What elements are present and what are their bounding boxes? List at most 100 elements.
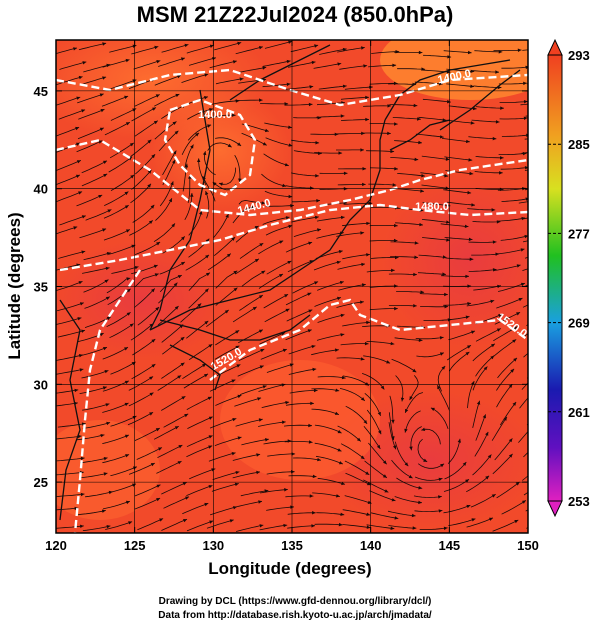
- streamline-arrowhead: [356, 437, 361, 442]
- streamline-arrowhead: [361, 283, 366, 287]
- streamline: [82, 422, 111, 429]
- streamline-arrowhead: [259, 243, 264, 247]
- streamline: [136, 447, 163, 460]
- streamline-arrowhead: [391, 498, 396, 502]
- streamline-arrowhead: [311, 524, 315, 528]
- streamline: [182, 502, 209, 515]
- streamline-arrowhead: [261, 201, 266, 205]
- streamline: [336, 357, 365, 360]
- streamline-arrowhead: [516, 264, 521, 268]
- streamline-arrowhead: [542, 404, 546, 408]
- streamline: [474, 50, 503, 53]
- streamline-arrowhead: [335, 348, 339, 352]
- streamline-arrowhead: [125, 229, 130, 233]
- streamline: [522, 49, 528, 51]
- streamline: [318, 85, 347, 90]
- streamline: [56, 493, 85, 497]
- streamline: [240, 490, 269, 497]
- streamline: [441, 138, 470, 143]
- streamline: [131, 264, 158, 275]
- streamline-arrowhead: [336, 494, 340, 498]
- streamline: [132, 204, 155, 223]
- streamline-arrowhead: [156, 60, 161, 64]
- streamline: [496, 368, 515, 391]
- streamline-arrowhead: [338, 250, 343, 254]
- streamline-arrowhead: [180, 57, 185, 61]
- streamline-arrowhead: [284, 163, 289, 167]
- streamline: [133, 60, 161, 70]
- streamline-arrowhead: [467, 345, 471, 349]
- streamline-arrowhead: [264, 128, 269, 133]
- streamline: [188, 57, 217, 66]
- streamline-arrowhead: [317, 228, 321, 232]
- streamline: [129, 139, 152, 158]
- y-tick-label: 25: [34, 475, 48, 490]
- streamline: [317, 376, 346, 379]
- streamline-arrowhead: [430, 407, 435, 411]
- streamline: [447, 201, 476, 206]
- streamline-arrowhead: [438, 509, 443, 513]
- streamline-arrowhead: [539, 437, 543, 441]
- streamline: [471, 253, 500, 256]
- streamline: [366, 524, 395, 530]
- streamline: [423, 54, 452, 58]
- streamline-arrowhead: [259, 46, 263, 50]
- streamline: [498, 82, 527, 85]
- streamline: [158, 130, 179, 152]
- streamline: [466, 517, 494, 528]
- streamline-arrowhead: [400, 397, 405, 402]
- streamline: [204, 151, 216, 176]
- streamline-arrowhead: [544, 359, 548, 363]
- streamline-arrowhead: [260, 349, 265, 353]
- streamline-arrowhead: [103, 457, 108, 461]
- streamline: [441, 316, 470, 321]
- streamline: [163, 496, 190, 509]
- streamline-arrowhead: [447, 99, 451, 104]
- streamline: [261, 401, 290, 408]
- streamline-arrowhead: [421, 427, 426, 431]
- streamline: [363, 105, 392, 107]
- streamline-arrowhead: [363, 420, 368, 424]
- streamline-arrowhead: [394, 167, 398, 171]
- streamline-arrowhead: [439, 135, 444, 139]
- streamline-arrowhead: [124, 95, 129, 99]
- streamline: [209, 418, 237, 429]
- streamline: [260, 489, 288, 494]
- y-axis-label: Latitude (degrees): [5, 212, 24, 359]
- streamline-arrowhead: [516, 312, 521, 316]
- colorbar-tick-label: 293: [568, 48, 590, 63]
- streamline: [110, 108, 137, 121]
- streamline-arrowhead: [286, 59, 291, 64]
- streamline: [475, 106, 504, 109]
- streamline-arrowhead: [209, 44, 214, 48]
- streamline-arrowhead: [154, 45, 159, 50]
- streamline-arrowhead: [337, 429, 342, 434]
- streamline-arrowhead: [132, 483, 136, 487]
- streamline: [448, 351, 470, 372]
- streamline-arrowhead: [418, 486, 423, 490]
- contour-label: 1400.0: [198, 109, 232, 121]
- streamline-arrowhead: [103, 472, 108, 476]
- streamline: [445, 257, 474, 260]
- x-tick-label: 120: [45, 538, 67, 553]
- streamline-arrowhead: [184, 413, 189, 418]
- streamline: [390, 241, 419, 244]
- streamline: [525, 509, 528, 512]
- streamline-arrowhead: [237, 142, 242, 146]
- streamline: [410, 426, 422, 451]
- streamline-arrowhead: [206, 272, 210, 277]
- streamline-arrowhead: [472, 106, 477, 111]
- streamline-arrowhead: [444, 292, 448, 297]
- streamline: [336, 301, 364, 308]
- streamline: [314, 523, 343, 526]
- streamline-arrowhead: [288, 194, 293, 199]
- streamline-arrowhead: [490, 355, 495, 360]
- streamline: [293, 150, 322, 154]
- streamline-arrowhead: [490, 299, 495, 304]
- streamline: [56, 160, 82, 172]
- streamline: [498, 282, 526, 292]
- streamline-arrowhead: [438, 477, 443, 481]
- streamline: [157, 305, 179, 326]
- streamline: [443, 302, 472, 306]
- streamline-arrowhead: [238, 178, 242, 183]
